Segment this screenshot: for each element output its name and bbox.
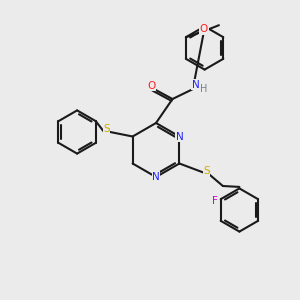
Text: S: S: [203, 166, 210, 176]
Text: H: H: [200, 83, 207, 94]
Text: F: F: [212, 196, 218, 206]
Text: O: O: [147, 80, 156, 91]
Text: O: O: [200, 24, 208, 34]
Text: N: N: [176, 131, 183, 142]
Text: N: N: [192, 80, 200, 90]
Text: S: S: [103, 124, 110, 134]
Text: N: N: [152, 172, 160, 182]
